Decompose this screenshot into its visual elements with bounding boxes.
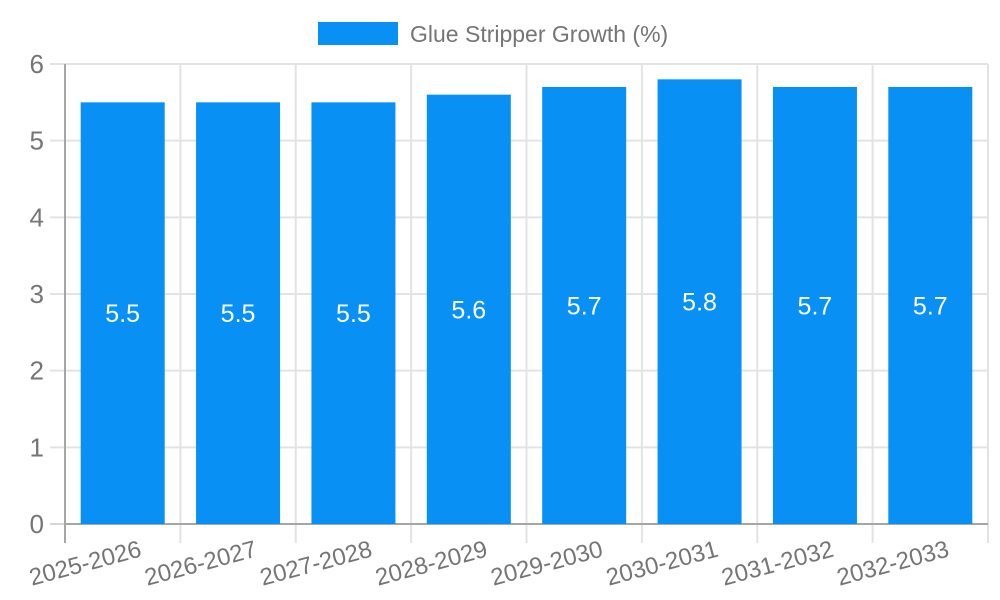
- legend-label: Glue Stripper Growth (%): [410, 21, 668, 47]
- bar[interactable]: [888, 87, 973, 524]
- x-tick-label: 2025-2026: [26, 536, 144, 592]
- legend-swatch[interactable]: [318, 22, 398, 45]
- y-tick-label: 4: [30, 202, 44, 232]
- bar[interactable]: [311, 102, 396, 524]
- bar-value-label: 5.8: [682, 289, 717, 317]
- x-tick-label: 2029-2030: [488, 536, 606, 592]
- y-tick-label: 3: [30, 279, 44, 309]
- bar[interactable]: [426, 94, 511, 525]
- bar-value-label: 5.5: [336, 300, 371, 328]
- bar[interactable]: [80, 102, 165, 524]
- x-tick-label: 2026-2027: [142, 536, 260, 592]
- bar-value-label: 5.6: [451, 296, 486, 324]
- bar[interactable]: [657, 79, 742, 524]
- y-tick-label: 6: [30, 49, 44, 79]
- legend-item[interactable]: Glue Stripper Growth (%): [318, 21, 668, 47]
- bar-value-label: 5.7: [798, 293, 833, 321]
- bar[interactable]: [542, 87, 627, 524]
- x-tick-label: 2028-2029: [373, 536, 491, 592]
- bar[interactable]: [772, 87, 857, 524]
- y-tick-label: 0: [30, 509, 44, 539]
- x-tick-label: 2027-2028: [257, 536, 375, 592]
- x-tick-label: 2032-2033: [834, 536, 952, 592]
- y-tick-label: 1: [30, 432, 44, 462]
- y-tick-label: 5: [30, 126, 44, 156]
- bar-value-label: 5.5: [105, 300, 140, 328]
- y-tick-label: 2: [30, 356, 44, 386]
- bar[interactable]: [196, 102, 281, 524]
- bar-value-label: 5.7: [567, 293, 602, 321]
- plot-area: 0 1 2 3 4 5 6 5.5 5.5 5.5 5.6 5.7 5.8 5.7 5.7 2025-2026…: [26, 49, 989, 592]
- x-tick-label: 2030-2031: [603, 536, 721, 592]
- x-tick-label: 2031-2032: [719, 536, 837, 592]
- bar-value-label: 5.7: [913, 293, 948, 321]
- bar-value-label: 5.5: [221, 300, 256, 328]
